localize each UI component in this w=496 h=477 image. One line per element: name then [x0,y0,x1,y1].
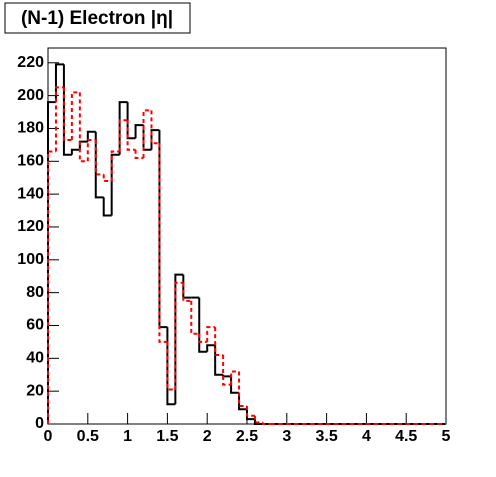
histogram-step [253,415,263,424]
histogram-step [134,124,144,139]
y-tick-label: 100 [17,251,44,268]
histogram-step [78,92,88,163]
y-tick-label: 200 [17,87,44,104]
histogram-step [158,143,168,343]
histogram-step [206,344,216,352]
y-tick-label: 140 [17,185,44,202]
y-tick-label: 120 [17,218,44,235]
histogram-step [70,148,80,155]
x-tick-label: 3 [282,428,291,445]
histogram-step [166,341,176,391]
histogram-step [238,392,247,411]
y-tick-label: 220 [17,54,44,71]
histogram-step [246,409,255,421]
histogram-step [253,419,263,425]
histogram-step [182,282,192,302]
chart-title: (N-1) Electron |η| [21,8,173,29]
x-tick-label: 1 [123,428,132,445]
histogram-step [150,129,160,150]
x-tick-label: 5 [442,428,451,445]
histogram-step [174,281,184,390]
x-tick-label: 2.5 [236,428,258,445]
y-tick-label: 20 [26,382,44,399]
histogram-step [102,197,112,217]
histogram-step [150,110,160,145]
histogram-step [214,345,224,376]
histogram-step [142,109,152,159]
y-tick-label: 0 [35,415,44,432]
histogram-step [222,355,232,386]
histogram-step [54,63,64,103]
histogram-step [261,422,271,425]
y-tick-label: 160 [17,153,44,170]
histogram-step [54,86,64,152]
x-tick-label: 3.5 [315,428,337,445]
x-tick-label: 2 [203,428,212,445]
histogram-step [118,119,128,152]
histogram-step [198,297,208,353]
x-tick-label: 0 [44,428,53,445]
y-tick-label: 180 [17,120,44,137]
y-tick-label: 40 [26,350,44,367]
histogram-step [134,149,144,160]
histogram-step [126,102,136,140]
x-tick-label: 4.5 [395,428,417,445]
title-box [4,2,191,34]
histogram-step [206,326,216,342]
histogram-step [94,131,104,199]
histogram-step [70,91,80,140]
y-tick-label: 60 [26,317,44,334]
x-tick-label: 1.5 [156,428,178,445]
histogram-step [62,87,72,141]
histogram-step [198,333,208,343]
y-tick-label: 80 [26,284,44,301]
x-tick-label: 4 [362,428,371,445]
histogram-step [110,153,120,216]
histogram-step [102,174,112,182]
histogram-step [110,150,120,181]
x-tick-label: 0.5 [77,428,99,445]
histogram-step [86,138,96,162]
histogram-step [86,130,96,142]
histogram-step [246,405,255,417]
histogram-step [126,120,136,151]
histogram-step [214,327,224,357]
histogram-step [190,300,200,335]
